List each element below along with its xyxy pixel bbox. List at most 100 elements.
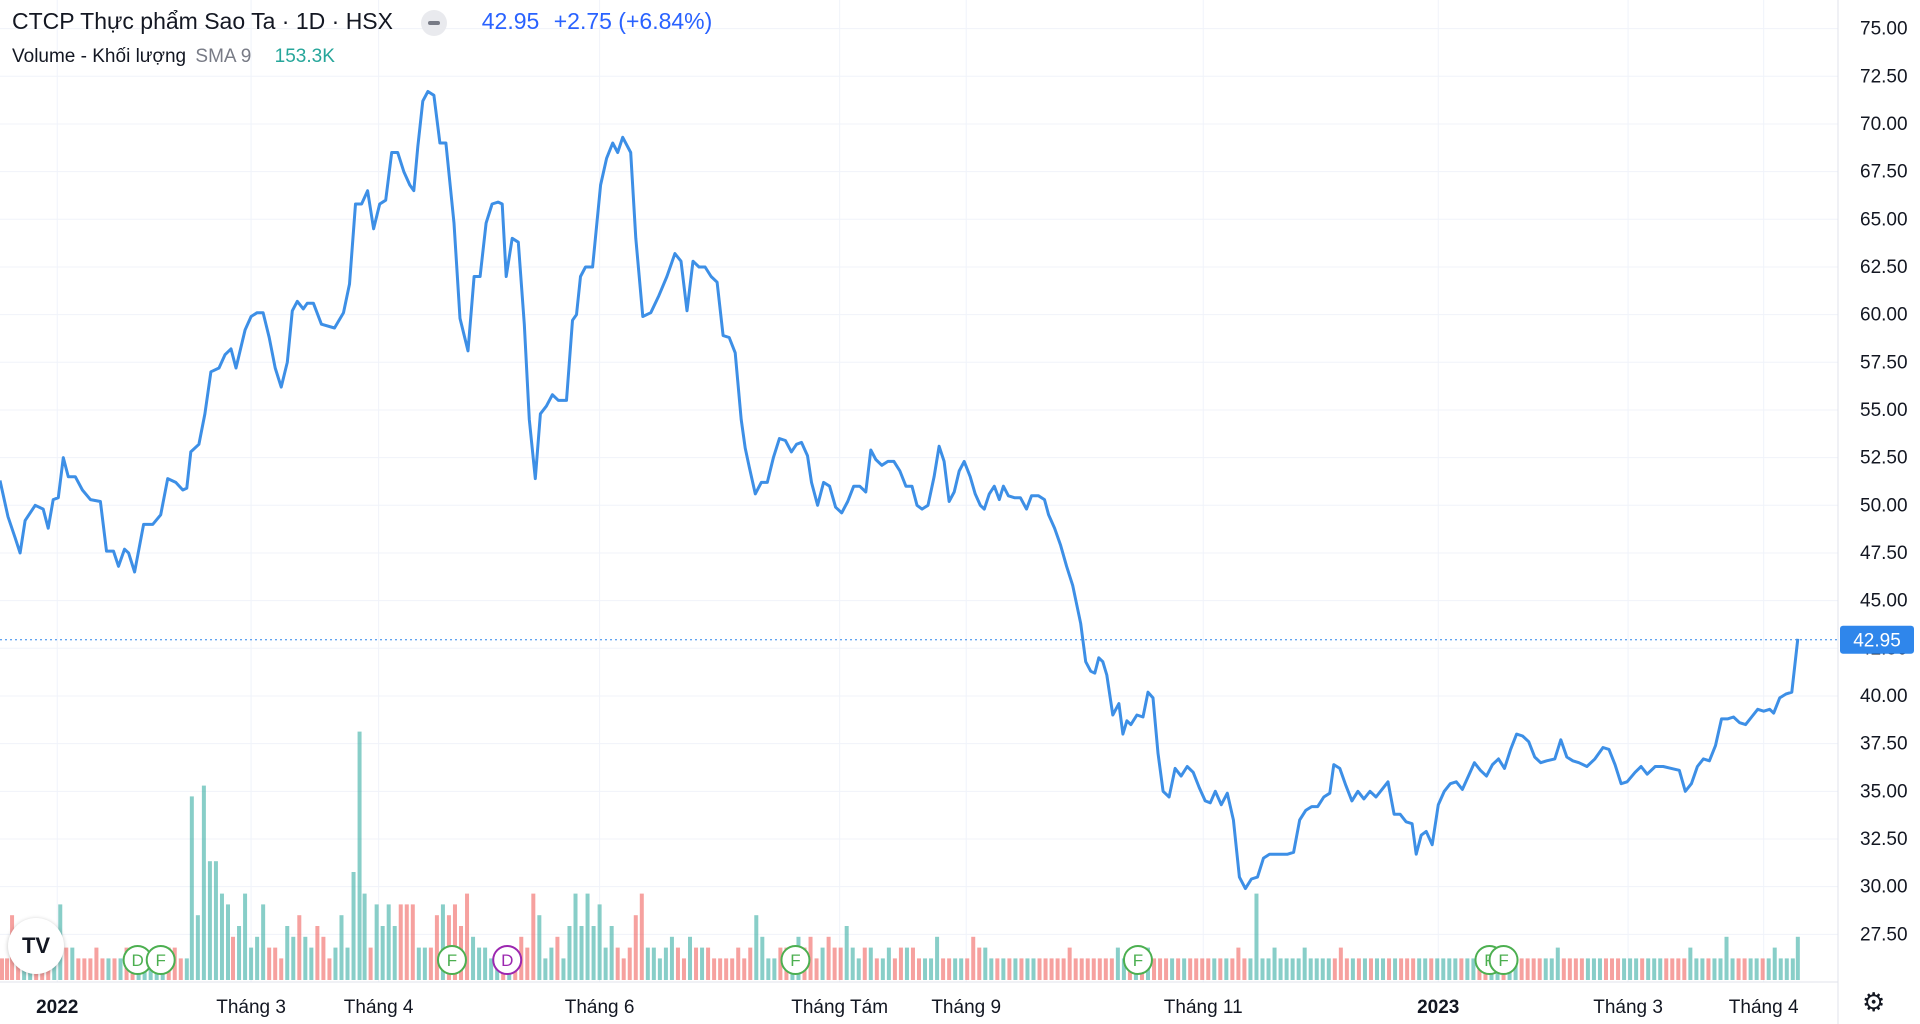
volume-bar <box>440 904 445 980</box>
volume-bar <box>892 958 897 980</box>
volume-bar <box>118 958 123 980</box>
volume-bar <box>965 958 970 980</box>
volume-bar <box>465 893 470 980</box>
volume-bar <box>1597 958 1602 980</box>
volume-bar <box>1585 958 1590 980</box>
volume-bar <box>219 893 224 980</box>
event-marker-circle <box>1488 945 1519 975</box>
event-marker-letter: F <box>790 951 800 970</box>
volume-bar <box>850 947 855 980</box>
volume-bar <box>1724 936 1729 980</box>
volume-bar <box>585 893 590 980</box>
volume-bar <box>1664 958 1669 980</box>
volume-bar <box>748 947 753 980</box>
volume-bar <box>100 958 105 980</box>
volume-bar <box>525 947 530 980</box>
event-marker[interactable]: F <box>1122 945 1153 975</box>
gear-icon[interactable]: ⚙ <box>1862 987 1886 1017</box>
volume-bar <box>1236 947 1241 980</box>
volume-label[interactable]: Volume - Khối lượng <box>12 46 187 67</box>
last-price-badge-bg <box>1840 625 1914 654</box>
volume-bar <box>374 904 379 980</box>
volume-bar <box>856 958 861 980</box>
volume-bar <box>706 947 711 980</box>
price-tick-label: 27.50 <box>1860 924 1908 945</box>
event-marker-circle <box>145 945 176 975</box>
volume-bar <box>657 958 662 980</box>
volume-bar <box>814 958 819 980</box>
volume-bar <box>766 958 771 980</box>
volume-bar <box>1790 958 1795 980</box>
volume-bar <box>675 947 680 980</box>
volume-bar <box>1435 958 1440 980</box>
event-marker[interactable]: F <box>145 945 176 975</box>
price-tick-label: 72.50 <box>1860 66 1908 87</box>
volume-bar <box>1694 958 1699 980</box>
volume-bar <box>1459 958 1464 980</box>
volume-bar <box>422 947 427 980</box>
price-tick-label: 65.00 <box>1860 209 1908 230</box>
event-marker-circle <box>436 945 467 975</box>
volume-bar <box>832 947 837 980</box>
volume-bar <box>941 958 946 980</box>
volume-bar <box>1742 958 1747 980</box>
volume-bar <box>567 926 572 980</box>
volume-bar <box>663 947 668 980</box>
event-marker[interactable]: F <box>436 945 467 975</box>
time-tick-label: Tháng 4 <box>1729 997 1799 1018</box>
volume-bar <box>1001 958 1006 980</box>
event-marker[interactable]: F <box>780 945 811 975</box>
volume-bar <box>1055 958 1060 980</box>
volume-bar <box>249 947 254 980</box>
volume-bar <box>333 947 338 980</box>
volume-bar <box>1097 958 1102 980</box>
volume-bar <box>537 915 542 980</box>
volume-bar <box>1037 958 1042 980</box>
event-marker[interactable]: D <box>492 945 523 975</box>
volume-bar <box>1652 958 1657 980</box>
volume-bar <box>953 958 958 980</box>
volume-bar <box>404 904 409 980</box>
volume-bar <box>929 958 934 980</box>
volume-bar <box>694 947 699 980</box>
last-price-value: 42.95 <box>481 8 540 34</box>
volume-bar <box>1338 947 1343 980</box>
volume-bar <box>1447 958 1452 980</box>
volume-bar <box>1013 958 1018 980</box>
price-tick-label: 67.50 <box>1860 162 1908 183</box>
volume-bar <box>910 947 915 980</box>
volume-bar <box>1591 958 1596 980</box>
close-price-line <box>0 90 1800 891</box>
volume-bar <box>428 947 433 980</box>
volume-bar <box>213 861 218 980</box>
volume-bar <box>339 915 344 980</box>
volume-bar <box>1332 958 1337 980</box>
tradingview-logo-icon[interactable]: TV <box>8 918 64 974</box>
volume-bar <box>1706 958 1711 980</box>
symbol-title[interactable]: CTCP Thực phẩm Sao Ta · 1D · HSX <box>12 8 393 34</box>
volume-bar <box>1381 958 1386 980</box>
volume-bar <box>386 904 391 980</box>
volume-bar <box>1622 958 1627 980</box>
volume-bar <box>923 958 928 980</box>
event-marker[interactable]: D <box>122 945 153 975</box>
volume-bar <box>1170 958 1175 980</box>
event-marker[interactable]: F <box>1488 945 1519 975</box>
volume-bar <box>1091 958 1096 980</box>
volume-bar <box>904 947 909 980</box>
volume-bar <box>959 958 964 980</box>
volume-bar <box>995 958 1000 980</box>
volume-bar <box>1561 958 1566 980</box>
event-marker-letter: F <box>1498 951 1508 970</box>
price-tick-label: 45.00 <box>1860 591 1908 612</box>
volume-bar <box>531 893 536 980</box>
hide-indicator-button[interactable] <box>421 9 448 36</box>
volume-bar <box>1152 958 1157 980</box>
volume-bar <box>1067 947 1072 980</box>
volume-bar <box>1603 958 1608 980</box>
volume-bar <box>1031 958 1036 980</box>
volume-bar <box>309 947 314 980</box>
volume-bar <box>291 936 296 980</box>
volume-bar <box>543 958 548 980</box>
